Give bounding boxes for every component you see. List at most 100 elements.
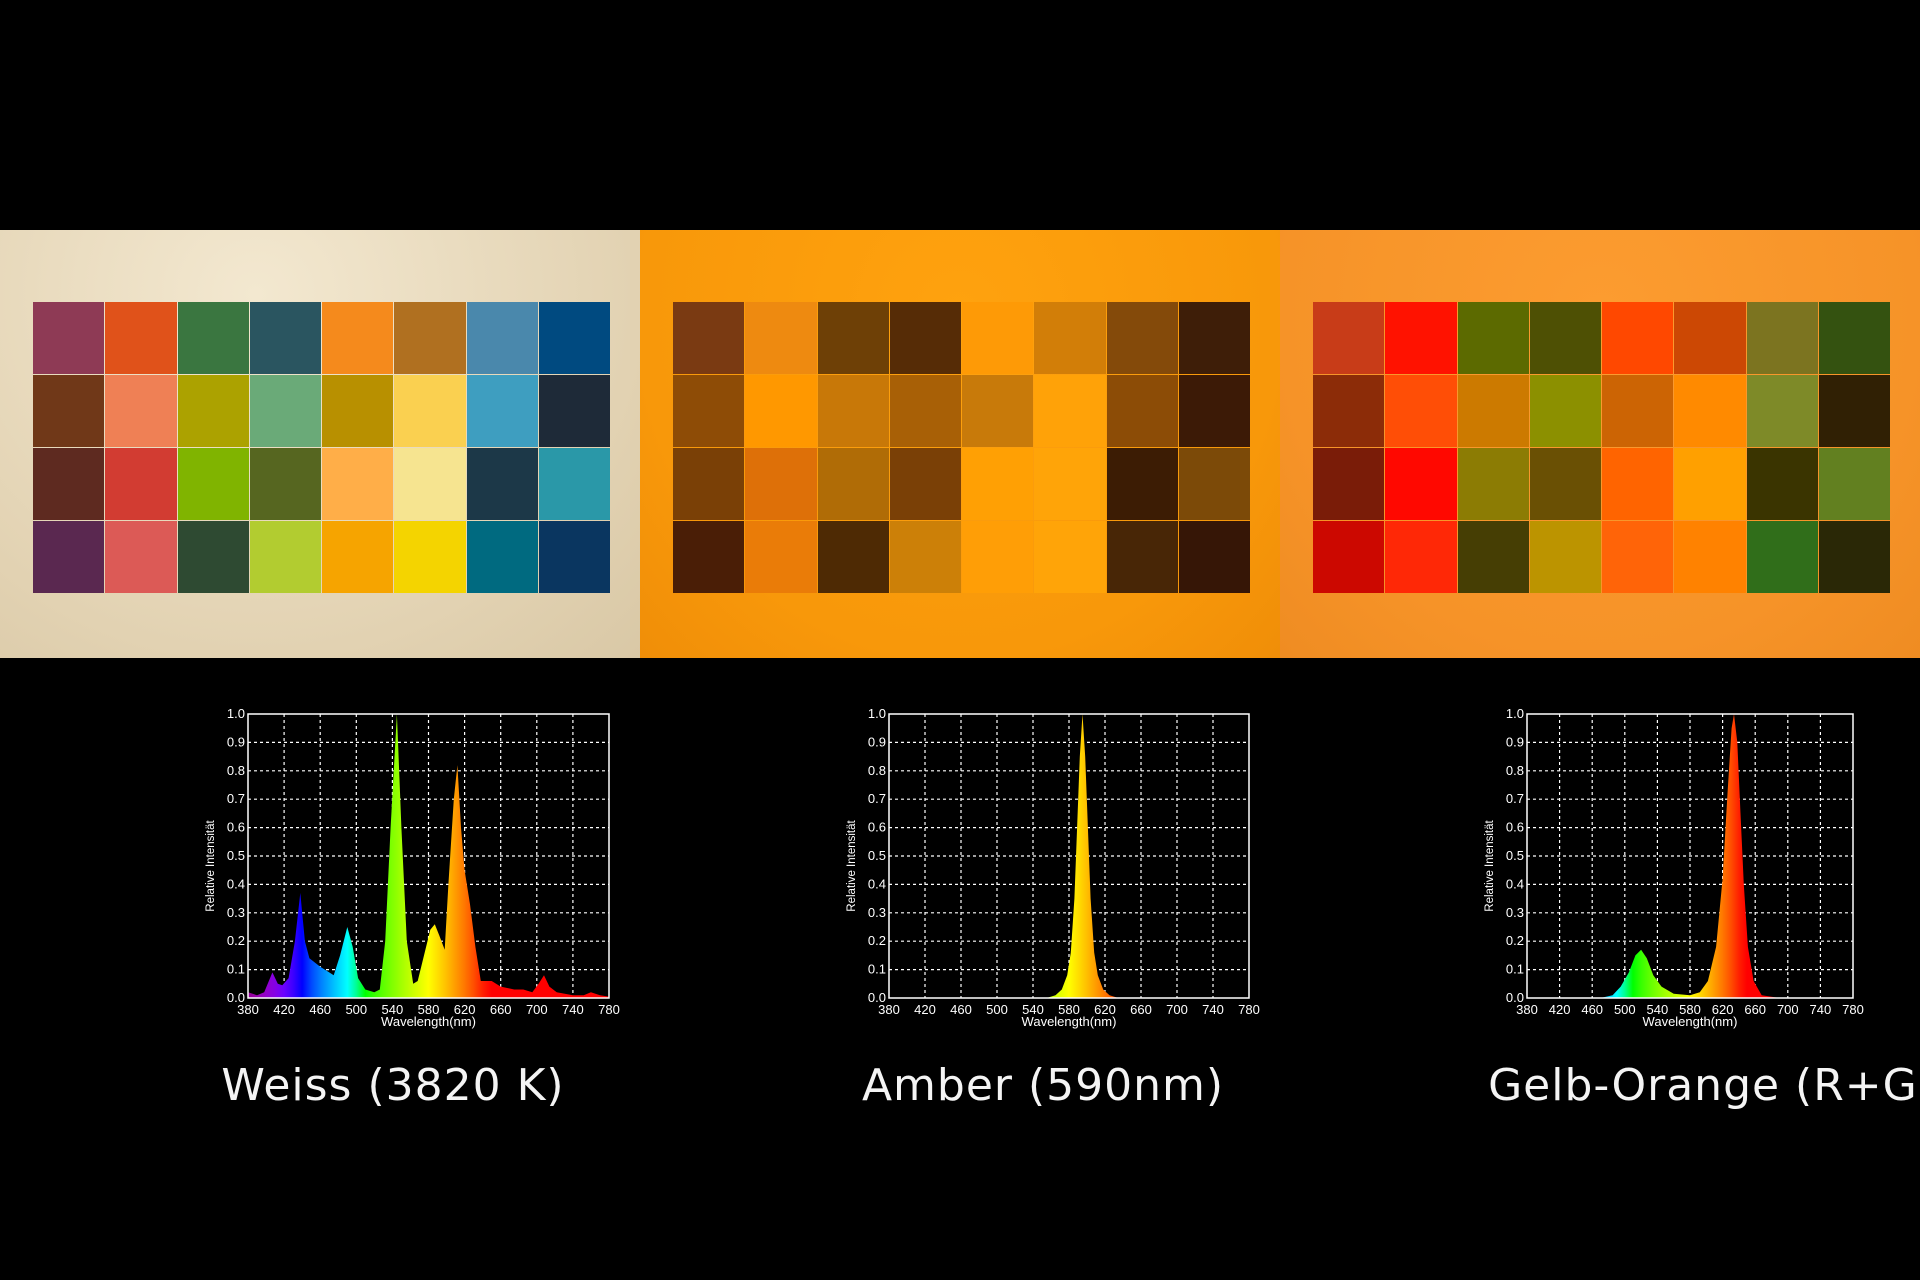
color-swatch [1602, 302, 1674, 374]
color-swatch [1529, 302, 1601, 374]
x-tick-label: 540 [1022, 1002, 1044, 1017]
color-swatch [538, 521, 610, 593]
color-swatch [1746, 302, 1818, 374]
color-swatch [105, 302, 177, 374]
color-swatch [1034, 521, 1106, 593]
x-tick-label: 780 [1842, 1002, 1864, 1017]
x-tick-label: 740 [1202, 1002, 1224, 1017]
plot-frame [247, 713, 610, 999]
label-amber: Amber (590nm) [861, 1060, 1225, 1111]
x-tick-label: 420 [273, 1002, 295, 1017]
color-swatch [177, 375, 249, 447]
x-tick-label: 580 [418, 1002, 440, 1017]
y-tick-label: 0.1 [868, 962, 886, 977]
x-tick-label: 660 [490, 1002, 512, 1017]
label-weiss: Weiss (3820 K) [221, 1060, 565, 1111]
plot-frame [888, 713, 1250, 999]
color-swatch [1178, 521, 1250, 593]
y-tick-label: 0.3 [1506, 905, 1524, 920]
chart-svg: 380 420 460 500 540 580 620 660 700 740 780 0.0 0.1 0… [1484, 706, 1864, 1029]
y-tick-label: 0.9 [1506, 734, 1524, 749]
color-swatch [673, 448, 745, 520]
color-swatch-grid [673, 302, 1250, 593]
y-tick-label: 0.4 [1506, 876, 1524, 891]
color-swatch [1674, 521, 1746, 593]
color-swatch [177, 521, 249, 593]
color-swatch [1313, 375, 1385, 447]
y-tick-label: 0.8 [868, 763, 886, 778]
color-swatch [1529, 375, 1601, 447]
x-tick-label: 660 [1744, 1002, 1766, 1017]
color-swatch [1178, 375, 1250, 447]
chart-svg: 380 420 460 500 540 580 620 660 700 740 780 0.0 0.1 0… [846, 706, 1260, 1029]
color-swatch [1818, 521, 1890, 593]
color-swatch [249, 448, 321, 520]
x-tick-label: 780 [598, 1002, 620, 1017]
color-swatch [1746, 448, 1818, 520]
color-swatch [1313, 302, 1385, 374]
spectrum-area [1600, 714, 1780, 998]
x-tick-label: 460 [1581, 1002, 1603, 1017]
color-swatch [1106, 448, 1178, 520]
color-swatch [673, 302, 745, 374]
color-swatch [962, 448, 1034, 520]
photo-panel-gelb-orange [1280, 230, 1920, 658]
x-tick-label: 740 [1810, 1002, 1832, 1017]
color-swatch [962, 375, 1034, 447]
x-tick-label: 420 [914, 1002, 936, 1017]
color-swatch [322, 302, 394, 374]
y-tick-label: 0.0 [868, 990, 886, 1005]
spectrum-area [1046, 714, 1119, 998]
color-swatch [889, 302, 961, 374]
color-swatch [1457, 448, 1529, 520]
color-swatch [1746, 375, 1818, 447]
y-tick-label: 0.8 [1506, 763, 1524, 778]
color-swatch [1385, 375, 1457, 447]
color-swatch [105, 448, 177, 520]
x-tick-label: 500 [986, 1002, 1008, 1017]
color-swatch [745, 448, 817, 520]
color-swatch [322, 375, 394, 447]
y-tick-label: 0.4 [868, 876, 886, 891]
y-tick-label: 0.6 [227, 820, 245, 835]
x-tick-label: 700 [1166, 1002, 1188, 1017]
x-axis-label: Wavelength(nm) [381, 1014, 476, 1029]
y-tick-label: 0.6 [868, 820, 886, 835]
color-swatch [1034, 375, 1106, 447]
x-tick-label: 780 [1238, 1002, 1260, 1017]
color-swatch [889, 448, 961, 520]
color-swatch [1602, 375, 1674, 447]
color-swatch [889, 521, 961, 593]
y-tick-label: 0.5 [1506, 848, 1524, 863]
color-swatch [1818, 302, 1890, 374]
y-tick-label: 0.5 [868, 848, 886, 863]
color-swatch [889, 375, 961, 447]
y-tick-label: 0.2 [868, 933, 886, 948]
x-tick-label: 620 [1712, 1002, 1734, 1017]
color-swatch [1313, 521, 1385, 593]
y-tick-label: 0.7 [868, 791, 886, 806]
x-tick-label: 660 [1130, 1002, 1152, 1017]
y-tick-label: 1.0 [227, 706, 245, 721]
x-tick-label: 580 [1058, 1002, 1080, 1017]
color-swatch [1818, 375, 1890, 447]
color-swatch [1106, 521, 1178, 593]
color-swatch [33, 375, 105, 447]
x-tick-label: 700 [1777, 1002, 1799, 1017]
y-tick-label: 1.0 [868, 706, 886, 721]
x-tick-label: 460 [950, 1002, 972, 1017]
y-tick-label: 0.9 [227, 734, 245, 749]
color-swatch [33, 302, 105, 374]
color-swatch [673, 521, 745, 593]
x-tick-label: 420 [1549, 1002, 1571, 1017]
color-swatch [817, 302, 889, 374]
color-swatch [1034, 302, 1106, 374]
color-swatch [105, 375, 177, 447]
x-tick-label: 620 [1094, 1002, 1116, 1017]
y-tick-label: 0.7 [1506, 791, 1524, 806]
x-tick-label: 380 [878, 1002, 900, 1017]
color-swatch [1106, 375, 1178, 447]
photo-panel-amber [640, 230, 1280, 658]
color-swatch [105, 521, 177, 593]
color-swatch [249, 302, 321, 374]
